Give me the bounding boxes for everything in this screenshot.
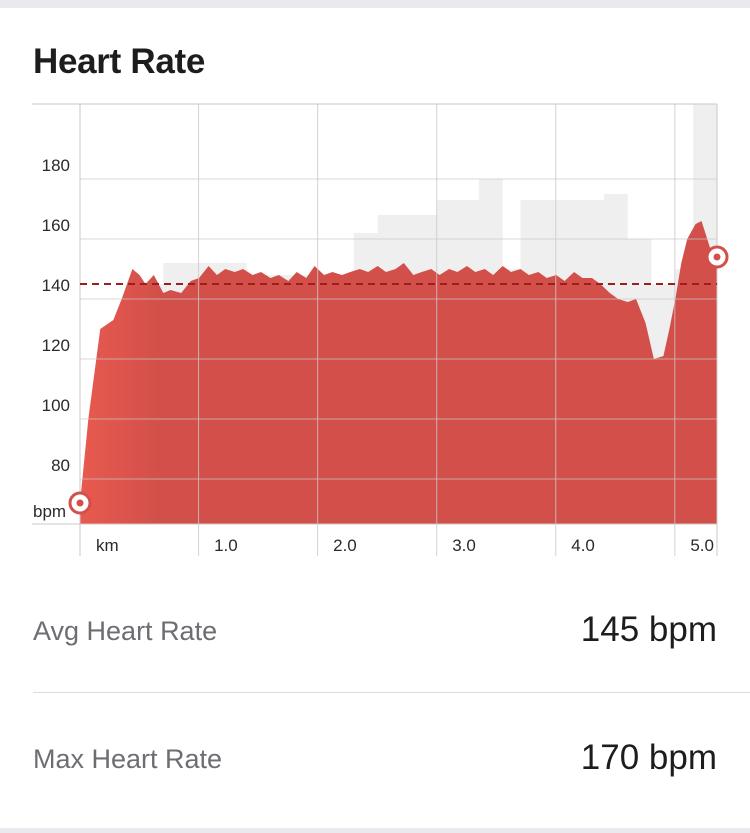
card-title: Heart Rate xyxy=(33,42,206,81)
x-axis-unit-label: km xyxy=(96,536,119,555)
max-heart-rate-value: 170 bpm xyxy=(580,738,717,777)
heart-rate-card: Heart Rate 80 100 120 140 160 180 bpm km 1.0 2.0 3… xyxy=(0,8,750,828)
y-tick-label: 100 xyxy=(42,396,70,415)
y-tick-label: 80 xyxy=(51,456,70,475)
x-tick-label: 2.0 xyxy=(333,536,357,555)
chart-overlay xyxy=(68,245,729,515)
y-tick-label: 160 xyxy=(42,216,70,235)
y-tick-label: 120 xyxy=(42,336,70,355)
stats-divider xyxy=(33,692,750,693)
avg-heart-rate-label: Avg Heart Rate xyxy=(33,616,218,646)
heart-rate-chart: 80 100 120 140 160 180 bpm km 1.0 2.0 3.0 4.0 5.0 xyxy=(32,103,729,556)
heart-rate-area xyxy=(80,221,717,524)
chart-gridlines xyxy=(32,103,718,556)
y-axis-unit-label: bpm xyxy=(33,502,66,521)
x-tick-label: 3.0 xyxy=(452,536,476,555)
y-tick-label: 140 xyxy=(42,276,70,295)
x-tick-label: 4.0 xyxy=(571,536,595,555)
x-tick-label: 5.0 xyxy=(690,536,714,555)
max-heart-rate-row: Max Heart Rate 170 bpm xyxy=(33,726,750,806)
x-tick-label: 1.0 xyxy=(214,536,238,555)
end-marker-dot xyxy=(713,253,721,261)
avg-heart-rate-row: Avg Heart Rate 145 bpm xyxy=(33,598,750,678)
chart-labels: 80 100 120 140 160 180 bpm km 1.0 2.0 3.0 4.0 5.0 xyxy=(33,156,714,555)
start-marker-dot xyxy=(76,499,84,507)
y-tick-label: 180 xyxy=(42,156,70,175)
plot-area-series xyxy=(80,221,717,524)
max-heart-rate-label: Max Heart Rate xyxy=(33,744,223,774)
avg-heart-rate-value: 145 bpm xyxy=(580,610,717,649)
